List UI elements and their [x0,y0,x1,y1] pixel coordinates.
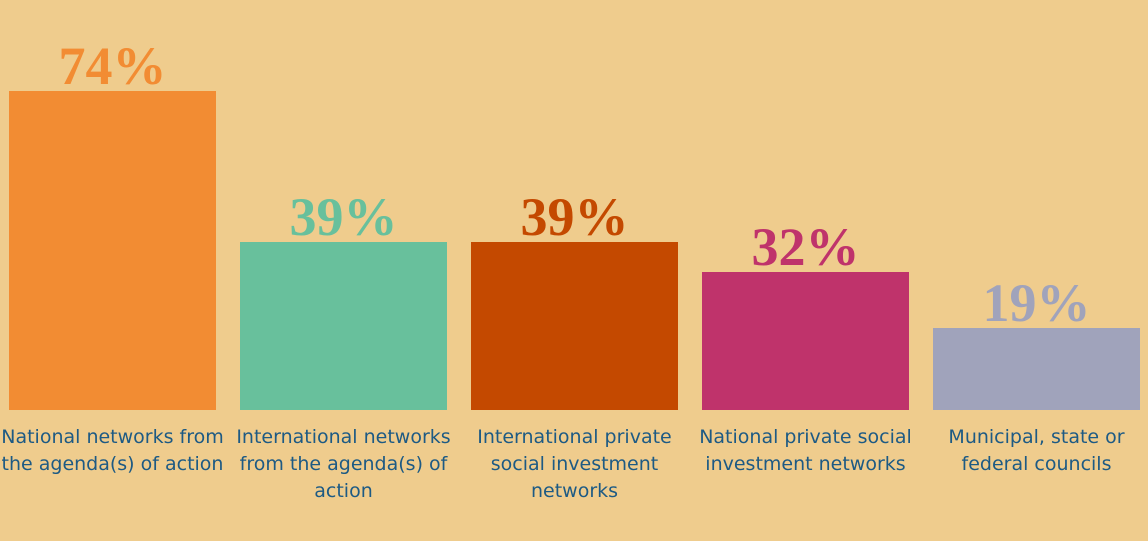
bar [702,271,909,410]
category-label: National networks from the agenda(s) of … [1,426,224,475]
value-label: 19% [982,273,1091,333]
bar [9,90,216,410]
category-label: International networks from the agenda(s… [236,426,451,502]
value-label: 39% [520,186,629,247]
bar [933,328,1140,410]
category-label: International private social investment … [477,426,672,502]
bar [240,241,447,410]
category-label: National private social investment netwo… [699,426,912,475]
value-label: 74% [58,35,167,96]
category-label: Municipal, state or federal councils [948,426,1125,475]
value-label: 32% [751,216,860,277]
value-label: 39% [289,186,398,247]
bar [471,241,678,410]
